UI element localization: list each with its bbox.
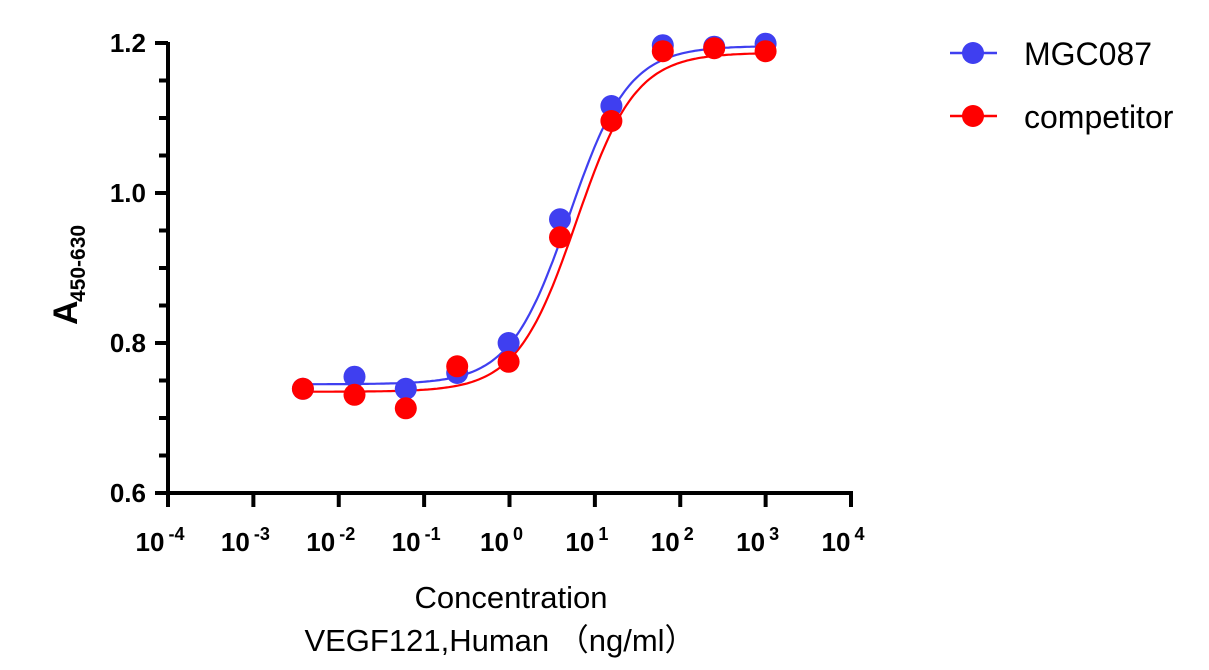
x-tick-label: 10 -2 xyxy=(306,524,355,557)
legend-swatch-marker xyxy=(962,42,984,64)
x-tick-label: 10 3 xyxy=(736,524,779,557)
legend-label: MGC087 xyxy=(1024,36,1152,72)
legend-item-competitor: competitor xyxy=(950,99,1174,135)
data-point-competitor xyxy=(600,110,623,132)
y-tick-label: 1.0 xyxy=(110,178,146,208)
y-axis-title-main: A xyxy=(47,300,85,325)
legend-swatch-marker xyxy=(962,105,984,127)
legend-label: competitor xyxy=(1024,99,1174,135)
data-point-competitor xyxy=(549,226,571,249)
x-axis-title-units: VEGF121,Human （ng/ml） xyxy=(304,623,695,658)
x-tick-label: 10 0 xyxy=(480,524,523,557)
legend: MGC087 competitor xyxy=(950,36,1174,135)
data-point-competitor xyxy=(754,40,777,63)
data-point-mgc087 xyxy=(497,332,520,354)
data-point-mgc087 xyxy=(394,377,417,400)
x-tick-label: 10 4 xyxy=(822,524,865,557)
data-point-competitor xyxy=(394,397,417,420)
x-tick-label: 10 -1 xyxy=(392,524,441,557)
legend-item-mgc087: MGC087 xyxy=(950,36,1152,72)
data-point-mgc087 xyxy=(343,365,366,388)
axes: 0.6 0.8 1.0 1.2 10 -4 10 -3 10 -2 10 -1 10 0 10 1 10 2 10 3… xyxy=(110,28,865,557)
x-tick-label: 10 1 xyxy=(565,524,608,557)
y-tick-label: 0.8 xyxy=(110,328,146,358)
data-points xyxy=(291,32,777,420)
y-axis-title: A 450-630 xyxy=(47,225,90,325)
fit-curve-mgc087 xyxy=(302,45,766,386)
data-point-competitor xyxy=(343,383,366,406)
data-point-competitor xyxy=(446,355,469,378)
y-tick-label: 0.6 xyxy=(110,478,146,508)
data-point-competitor xyxy=(497,350,520,373)
data-point-competitor xyxy=(703,37,726,60)
data-point-mgc087 xyxy=(549,208,571,231)
data-point-competitor xyxy=(651,40,674,63)
x-tick-label: 10 -4 xyxy=(136,524,185,557)
y-axis-title-subscript: 450-630 xyxy=(67,225,90,302)
x-tick-label: 10 2 xyxy=(651,524,694,557)
x-tick-label: 10 -3 xyxy=(221,524,270,557)
fit-curve-competitor xyxy=(302,52,766,393)
fit-curves xyxy=(302,45,766,393)
y-tick-label: 1.2 xyxy=(110,28,146,58)
x-axis-title: Concentration xyxy=(414,580,607,615)
data-point-competitor xyxy=(291,377,314,400)
